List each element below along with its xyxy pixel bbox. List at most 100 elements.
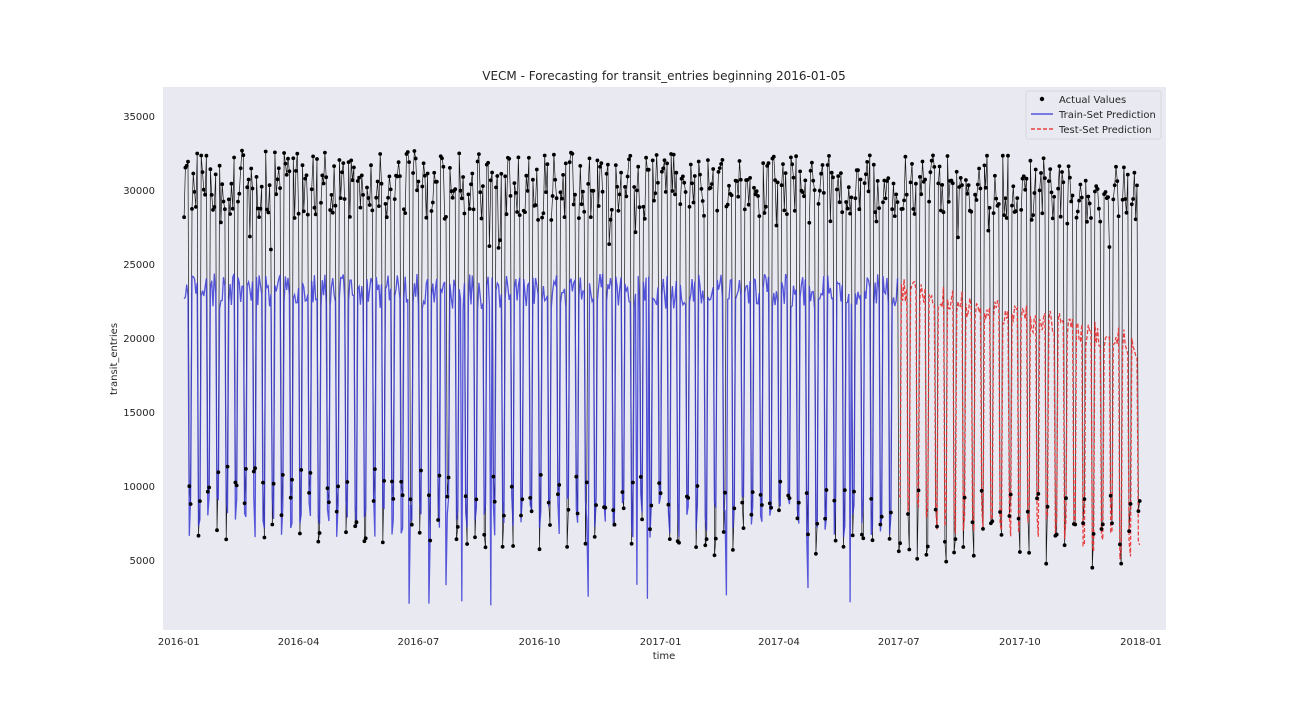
actual-value-point xyxy=(635,188,639,193)
actual-value-point xyxy=(791,175,796,180)
actual-value-point xyxy=(1073,522,1078,527)
actual-value-point xyxy=(937,164,942,169)
actual-value-point xyxy=(1131,197,1135,201)
actual-value-point xyxy=(961,545,966,549)
actual-value-point xyxy=(1035,496,1039,501)
actual-value-point xyxy=(320,173,325,178)
actual-value-point xyxy=(954,169,959,174)
actual-value-point xyxy=(720,158,725,162)
actual-value-point xyxy=(771,154,776,159)
actual-value-point xyxy=(403,211,408,216)
actual-value-point xyxy=(757,214,762,219)
actual-value-point xyxy=(991,211,996,216)
actual-value-point xyxy=(463,494,468,499)
actual-value-point xyxy=(359,173,364,178)
actual-value-point xyxy=(316,539,321,544)
actual-value-point xyxy=(695,484,700,488)
actual-value-point xyxy=(787,496,792,500)
actual-value-point xyxy=(742,207,747,212)
actual-value-point xyxy=(638,475,643,479)
actual-value-point xyxy=(1056,186,1060,191)
actual-value-point xyxy=(400,493,405,498)
actual-value-point xyxy=(879,514,884,519)
actual-value-point xyxy=(925,544,930,549)
actual-value-point xyxy=(981,527,985,531)
actual-value-point xyxy=(637,205,642,210)
actual-value-point xyxy=(856,168,860,173)
actual-value-point xyxy=(375,179,380,184)
actual-value-point xyxy=(636,164,641,169)
actual-value-point xyxy=(509,484,514,489)
actual-value-point xyxy=(915,556,920,561)
actual-value-point xyxy=(245,185,250,190)
y-tick-label: 10000 xyxy=(123,482,155,493)
actual-value-point xyxy=(1015,196,1020,201)
actual-value-point xyxy=(866,189,871,194)
actual-value-point xyxy=(358,205,363,210)
actual-value-point xyxy=(591,188,596,193)
actual-value-point xyxy=(507,156,512,161)
actual-value-point xyxy=(540,215,544,220)
actual-value-point xyxy=(628,153,633,158)
actual-value-point xyxy=(644,155,648,160)
actual-value-point xyxy=(808,168,813,173)
actual-value-point xyxy=(348,215,352,219)
actual-value-point xyxy=(640,517,644,522)
actual-value-point xyxy=(1070,193,1075,198)
actual-value-point xyxy=(466,192,471,197)
actual-value-point xyxy=(844,200,848,204)
actual-value-point xyxy=(1004,216,1009,220)
actual-value-point xyxy=(1043,176,1047,181)
actual-value-point xyxy=(987,205,992,210)
actual-value-point xyxy=(1085,219,1089,224)
actual-value-point xyxy=(1011,184,1016,189)
actual-value-point xyxy=(920,159,925,164)
actual-value-point xyxy=(226,197,231,202)
actual-value-point xyxy=(779,183,784,188)
actual-value-point xyxy=(975,182,980,187)
actual-value-point xyxy=(520,497,525,502)
actual-value-point xyxy=(1029,218,1034,222)
actual-value-point xyxy=(238,166,243,171)
actual-value-point xyxy=(544,190,548,195)
actual-value-point xyxy=(437,473,442,478)
actual-value-point xyxy=(305,212,310,217)
actual-value-point xyxy=(649,503,654,508)
actual-value-point xyxy=(436,518,440,522)
actual-value-point xyxy=(290,477,294,482)
actual-value-point xyxy=(828,219,833,224)
actual-value-point xyxy=(848,211,852,216)
actual-value-point xyxy=(511,544,515,548)
actual-value-point xyxy=(767,501,772,506)
actual-value-point xyxy=(334,509,339,514)
actual-value-point xyxy=(660,169,664,174)
actual-value-point xyxy=(309,187,314,192)
actual-value-point xyxy=(916,488,921,493)
actual-value-point xyxy=(993,173,997,178)
actual-value-point xyxy=(457,151,462,156)
actual-value-point xyxy=(577,216,581,221)
actual-value-point xyxy=(964,178,968,182)
actual-value-point xyxy=(1103,190,1108,194)
actual-value-point xyxy=(240,148,244,153)
actual-value-point xyxy=(927,199,931,204)
actual-value-point xyxy=(883,196,888,201)
actual-value-point xyxy=(703,543,708,548)
actual-value-point xyxy=(617,192,622,197)
actual-value-point xyxy=(845,206,850,211)
actual-value-point xyxy=(823,516,827,521)
actual-value-point xyxy=(877,206,881,211)
actual-value-point xyxy=(220,182,225,187)
actual-value-point xyxy=(945,154,950,158)
actual-value-point xyxy=(276,166,281,171)
actual-value-point xyxy=(783,171,788,176)
actual-value-point xyxy=(304,173,309,178)
actual-value-point xyxy=(773,178,777,183)
actual-value-point xyxy=(455,525,460,529)
actual-value-point xyxy=(819,171,823,176)
actual-value-point xyxy=(391,497,396,501)
actual-value-point xyxy=(700,199,705,203)
actual-value-point xyxy=(738,177,743,182)
actual-value-point xyxy=(223,207,227,212)
actual-value-point xyxy=(832,498,837,503)
